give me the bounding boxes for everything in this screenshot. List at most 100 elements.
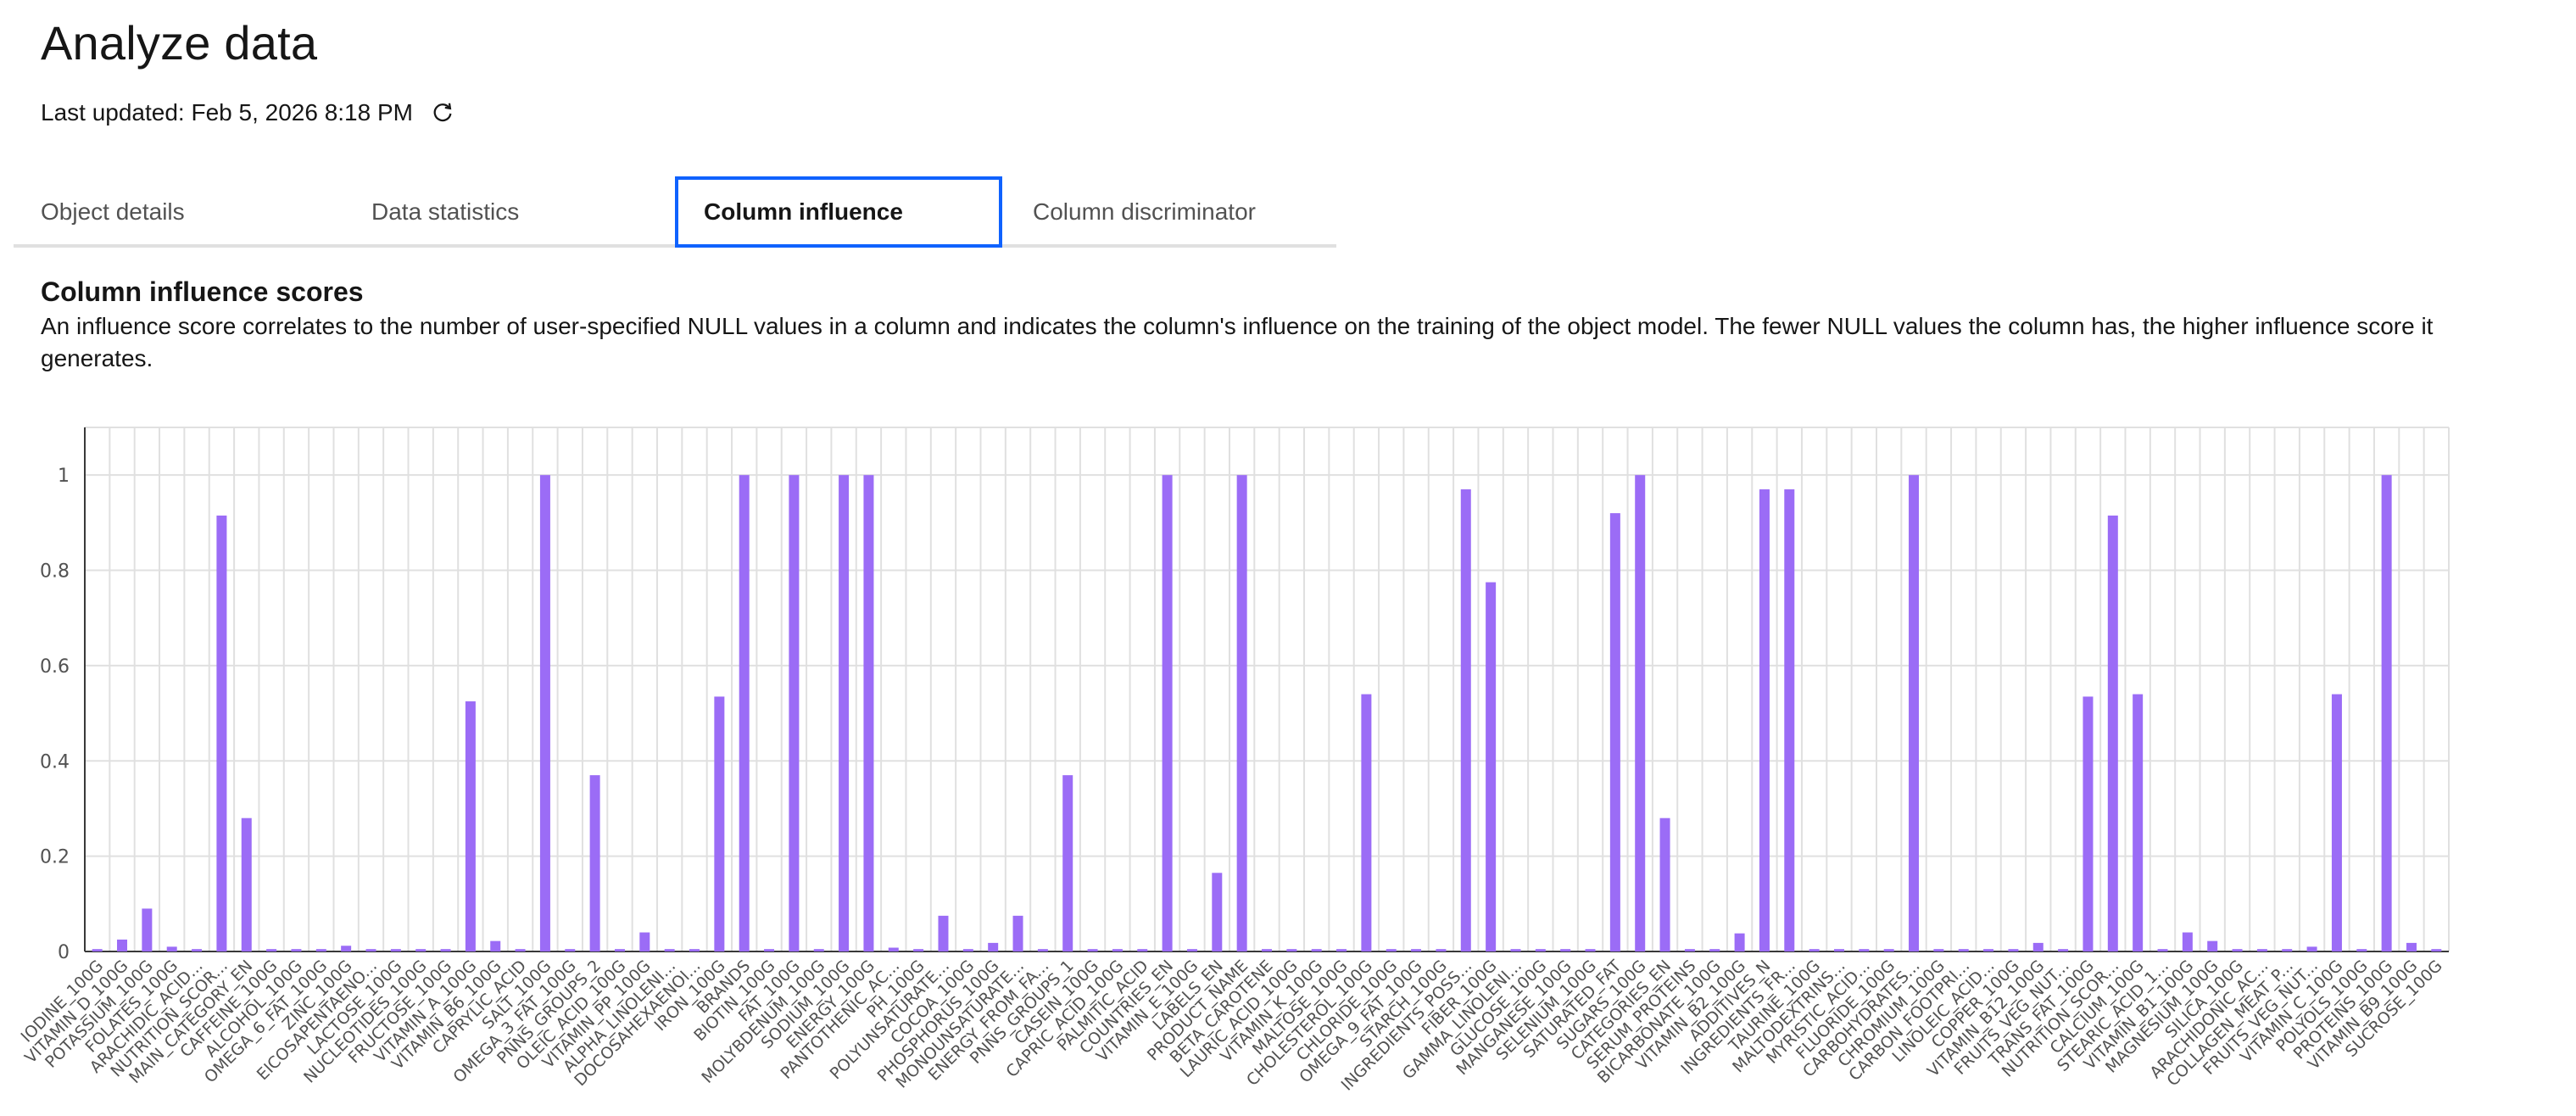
bar [490, 940, 501, 951]
y-tick-label: 0.6 [40, 656, 70, 678]
bar [1809, 949, 1820, 951]
y-tick-label: 0.4 [40, 751, 70, 773]
tab-list: Object details Data statistics Column in… [14, 176, 1336, 248]
bar [589, 775, 600, 951]
tab-column-discriminator[interactable]: Column discriminator [1033, 198, 1256, 225]
bar [291, 949, 302, 951]
bar [2008, 949, 2019, 951]
bar [1460, 489, 1471, 951]
bar [2207, 940, 2218, 951]
bar [2282, 949, 2293, 951]
bar [1734, 933, 1745, 951]
bar [789, 475, 800, 951]
bar [1635, 475, 1646, 951]
bar [2232, 949, 2243, 951]
bar [415, 949, 427, 951]
bar [988, 942, 999, 951]
bar [2381, 475, 2392, 951]
bar [192, 949, 203, 951]
bar [1833, 949, 1844, 951]
tab-object-details[interactable]: Object details [41, 198, 185, 225]
bar [1286, 949, 1297, 951]
bar [1112, 949, 1123, 951]
bar [315, 949, 326, 951]
bar [1311, 949, 1322, 951]
bar [689, 949, 700, 951]
bar [1609, 513, 1620, 951]
section-title: Column influence scores [41, 276, 364, 307]
bar [863, 475, 874, 951]
bar [1659, 817, 1670, 951]
bar [739, 475, 750, 951]
influence-bar-chart: 00.20.40.60.81IODINE_100GVITAMIN_D_100GP… [17, 427, 2450, 1095]
bar [938, 915, 949, 951]
bar [1684, 949, 1695, 951]
bar [565, 949, 576, 951]
bar [1361, 694, 1372, 951]
bar [1759, 489, 1770, 951]
bar [241, 817, 252, 951]
bar [962, 949, 973, 951]
bar [1336, 949, 1347, 951]
bar [1510, 949, 1521, 951]
bar [2182, 932, 2193, 951]
bar [1236, 475, 1247, 951]
tab-column-influence[interactable]: Column influence [675, 176, 1002, 248]
tab-data-statistics[interactable]: Data statistics [371, 198, 520, 225]
bar [142, 908, 153, 951]
bar [1486, 582, 1497, 951]
last-updated-row: Last updated: Feb 5, 2026 8:18 PM [41, 98, 457, 127]
bar [639, 932, 650, 951]
bar [1709, 949, 1720, 951]
bar [1012, 915, 1023, 951]
bar [2157, 949, 2168, 951]
bar [2306, 946, 2317, 951]
bar [2356, 949, 2367, 951]
page-title: Analyze data [41, 16, 318, 70]
bar [714, 696, 725, 951]
bar [1087, 949, 1098, 951]
bar [539, 475, 550, 951]
bar [465, 701, 476, 951]
refresh-icon[interactable] [428, 98, 457, 127]
bar [92, 949, 103, 951]
bar [1958, 949, 1969, 951]
bar [1933, 949, 1944, 951]
bar [2083, 696, 2094, 951]
bar [813, 949, 824, 951]
bar [2331, 694, 2342, 951]
bar [440, 949, 451, 951]
bar [1859, 949, 1870, 951]
bar [839, 475, 850, 951]
bar [764, 949, 775, 951]
bar [1137, 949, 1148, 951]
bar [1883, 949, 1894, 951]
bar [2107, 515, 2118, 951]
last-updated-text: Last updated: Feb 5, 2026 8:18 PM [41, 99, 413, 126]
bar [166, 946, 177, 951]
bar [365, 949, 376, 951]
bar [2032, 942, 2044, 951]
bar [2406, 942, 2417, 951]
bar [390, 949, 401, 951]
bar [1585, 949, 1596, 951]
bar [515, 949, 526, 951]
bar [1062, 775, 1073, 951]
y-tick-label: 0.8 [40, 561, 70, 583]
bar [1436, 949, 1447, 951]
bar [1212, 873, 1223, 951]
bar [341, 946, 352, 951]
bar [2133, 694, 2144, 951]
bar [1784, 489, 1795, 951]
y-tick-label: 0 [58, 942, 70, 963]
bar [1037, 949, 1048, 951]
bar [1560, 949, 1571, 951]
bar [1411, 949, 1422, 951]
bar [1162, 475, 1173, 951]
bar [266, 949, 277, 951]
bar [2256, 949, 2267, 951]
y-tick-label: 1 [58, 466, 70, 487]
bar [1262, 949, 1272, 951]
bar [1983, 949, 1994, 951]
bar [664, 949, 675, 951]
